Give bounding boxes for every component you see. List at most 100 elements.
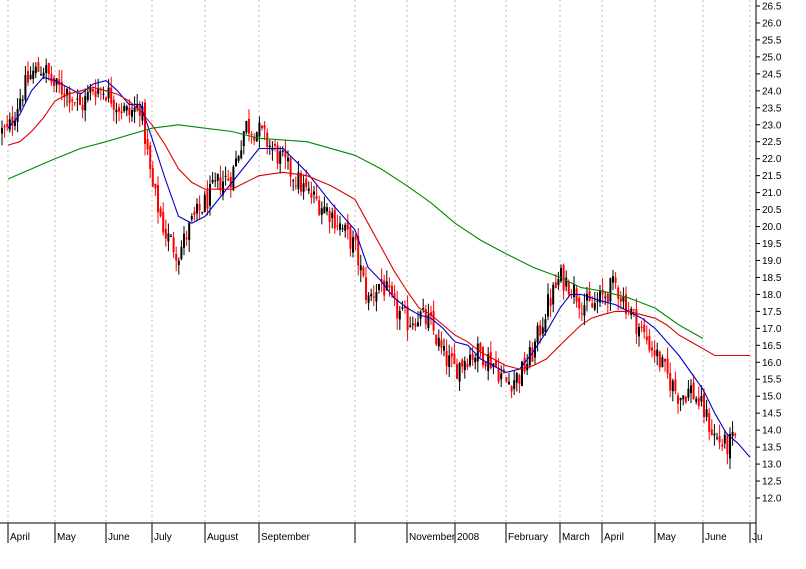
candle-body-136 <box>354 236 357 241</box>
candle-body-27 <box>71 99 74 102</box>
candle-body-280 <box>729 433 731 459</box>
candle-body-69 <box>180 247 183 260</box>
y-tick-label-27: 25.5 <box>762 35 782 46</box>
candle-body-171 <box>445 350 448 367</box>
candle-body-11 <box>29 74 32 79</box>
candle-body-206 <box>536 325 539 343</box>
candle-body-102 <box>266 132 269 147</box>
candle-body-159 <box>414 323 417 327</box>
y-tick-label-10: 17.0 <box>762 324 782 335</box>
candle-body-29 <box>76 98 79 100</box>
candle-body-223 <box>580 313 583 315</box>
candle-body-40 <box>105 97 107 101</box>
candle-body-83 <box>216 173 219 181</box>
candle-body-273 <box>710 429 713 436</box>
candle-body-121 <box>315 196 318 199</box>
candle-body-185 <box>482 347 484 366</box>
candle-body-76 <box>198 203 201 211</box>
candle-body-274 <box>713 433 716 436</box>
candle-body-66 <box>172 237 175 253</box>
candle-body-122 <box>318 200 321 215</box>
candle-body-130 <box>339 223 341 230</box>
candle-body-142 <box>370 293 373 297</box>
candle-body-13 <box>34 66 37 74</box>
candle-body-154 <box>401 307 404 309</box>
candle-body-90 <box>235 158 237 167</box>
axes: 12.0 12.5 13.0 13.5 14.0 14.5 15.0 15.5 16.0 16.5… <box>0 0 782 543</box>
candle-body-72 <box>188 222 191 241</box>
candle-body-35 <box>92 89 94 92</box>
candle-body-153 <box>398 311 401 320</box>
candle-body-106 <box>276 145 279 164</box>
candle-body-32 <box>84 96 87 111</box>
candle-body-112 <box>292 180 295 182</box>
candle-body-144 <box>375 292 378 302</box>
candle-body-119 <box>310 193 313 198</box>
candle-body-199 <box>518 374 521 384</box>
grid-lines <box>7 0 751 523</box>
candle-body-215 <box>560 267 562 282</box>
candle-body-55 <box>144 102 146 145</box>
candle-body-147 <box>383 280 386 296</box>
candle-body-278 <box>723 434 726 444</box>
y-tick-label-20: 22.0 <box>762 154 782 165</box>
candle-body-65 <box>170 235 172 237</box>
candle-body-100 <box>261 125 263 129</box>
candle-body-254 <box>661 357 664 368</box>
candle-body-28 <box>73 101 76 103</box>
candle-body-23 <box>60 82 63 95</box>
y-tick-label-29: 26.5 <box>762 2 782 13</box>
candle-body-110 <box>287 157 289 162</box>
candle-body-279 <box>726 435 729 455</box>
candle-body-17 <box>45 64 48 73</box>
candle-body-177 <box>461 359 464 367</box>
candle-body-186 <box>484 361 487 367</box>
candle-body-160 <box>417 322 419 327</box>
y-tick-label-16: 20.0 <box>762 222 782 233</box>
candle-body-250 <box>651 347 653 351</box>
y-tick-label-17: 20.5 <box>762 205 782 216</box>
candle-body-143 <box>372 296 375 298</box>
candle-body-14 <box>37 62 40 72</box>
y-tick-label-28: 26.0 <box>762 18 782 29</box>
candle-body-118 <box>307 188 310 191</box>
x-tick-label-1: May <box>57 532 76 543</box>
x-tick-label-8: 2008 <box>457 532 480 543</box>
candle-body-107 <box>279 151 282 164</box>
candle-body-229 <box>596 300 599 302</box>
candle-body-129 <box>336 225 339 227</box>
candle-body-201 <box>523 357 526 372</box>
candle-body-98 <box>255 132 258 142</box>
y-tick-label-25: 24.5 <box>762 69 782 80</box>
ma-medium-line <box>7 86 750 370</box>
candle-body-132 <box>344 224 347 231</box>
candle-body-251 <box>653 350 656 356</box>
x-tick-label-4: August <box>207 532 238 543</box>
candle-body-238 <box>619 297 622 302</box>
y-tick-label-18: 21.0 <box>762 188 782 199</box>
candle-body-57 <box>149 145 152 170</box>
candle-body-52 <box>136 104 139 109</box>
candle-body-247 <box>643 324 646 333</box>
candle-body-265 <box>690 385 692 393</box>
candle-body-62 <box>162 211 165 233</box>
candle-body-267 <box>695 398 698 402</box>
candle-body-134 <box>349 226 352 249</box>
candle-body-262 <box>682 395 685 400</box>
candle-body-3 <box>8 119 11 130</box>
candle-body-197 <box>513 380 516 389</box>
candle-body-172 <box>448 355 451 368</box>
candle-body-7 <box>19 98 22 110</box>
candle-body-227 <box>591 303 594 308</box>
y-tick-label-7: 15.5 <box>762 375 782 386</box>
candle-body-61 <box>159 208 162 217</box>
candle-body-10 <box>27 71 29 83</box>
candle-body-137 <box>357 236 360 266</box>
candle-body-120 <box>313 191 315 195</box>
candle-body-258 <box>671 380 674 392</box>
y-tick-label-6: 15.0 <box>762 392 782 403</box>
y-tick-label-21: 22.5 <box>762 137 782 148</box>
candle-body-44 <box>115 109 118 113</box>
candle-body-232 <box>604 296 607 298</box>
